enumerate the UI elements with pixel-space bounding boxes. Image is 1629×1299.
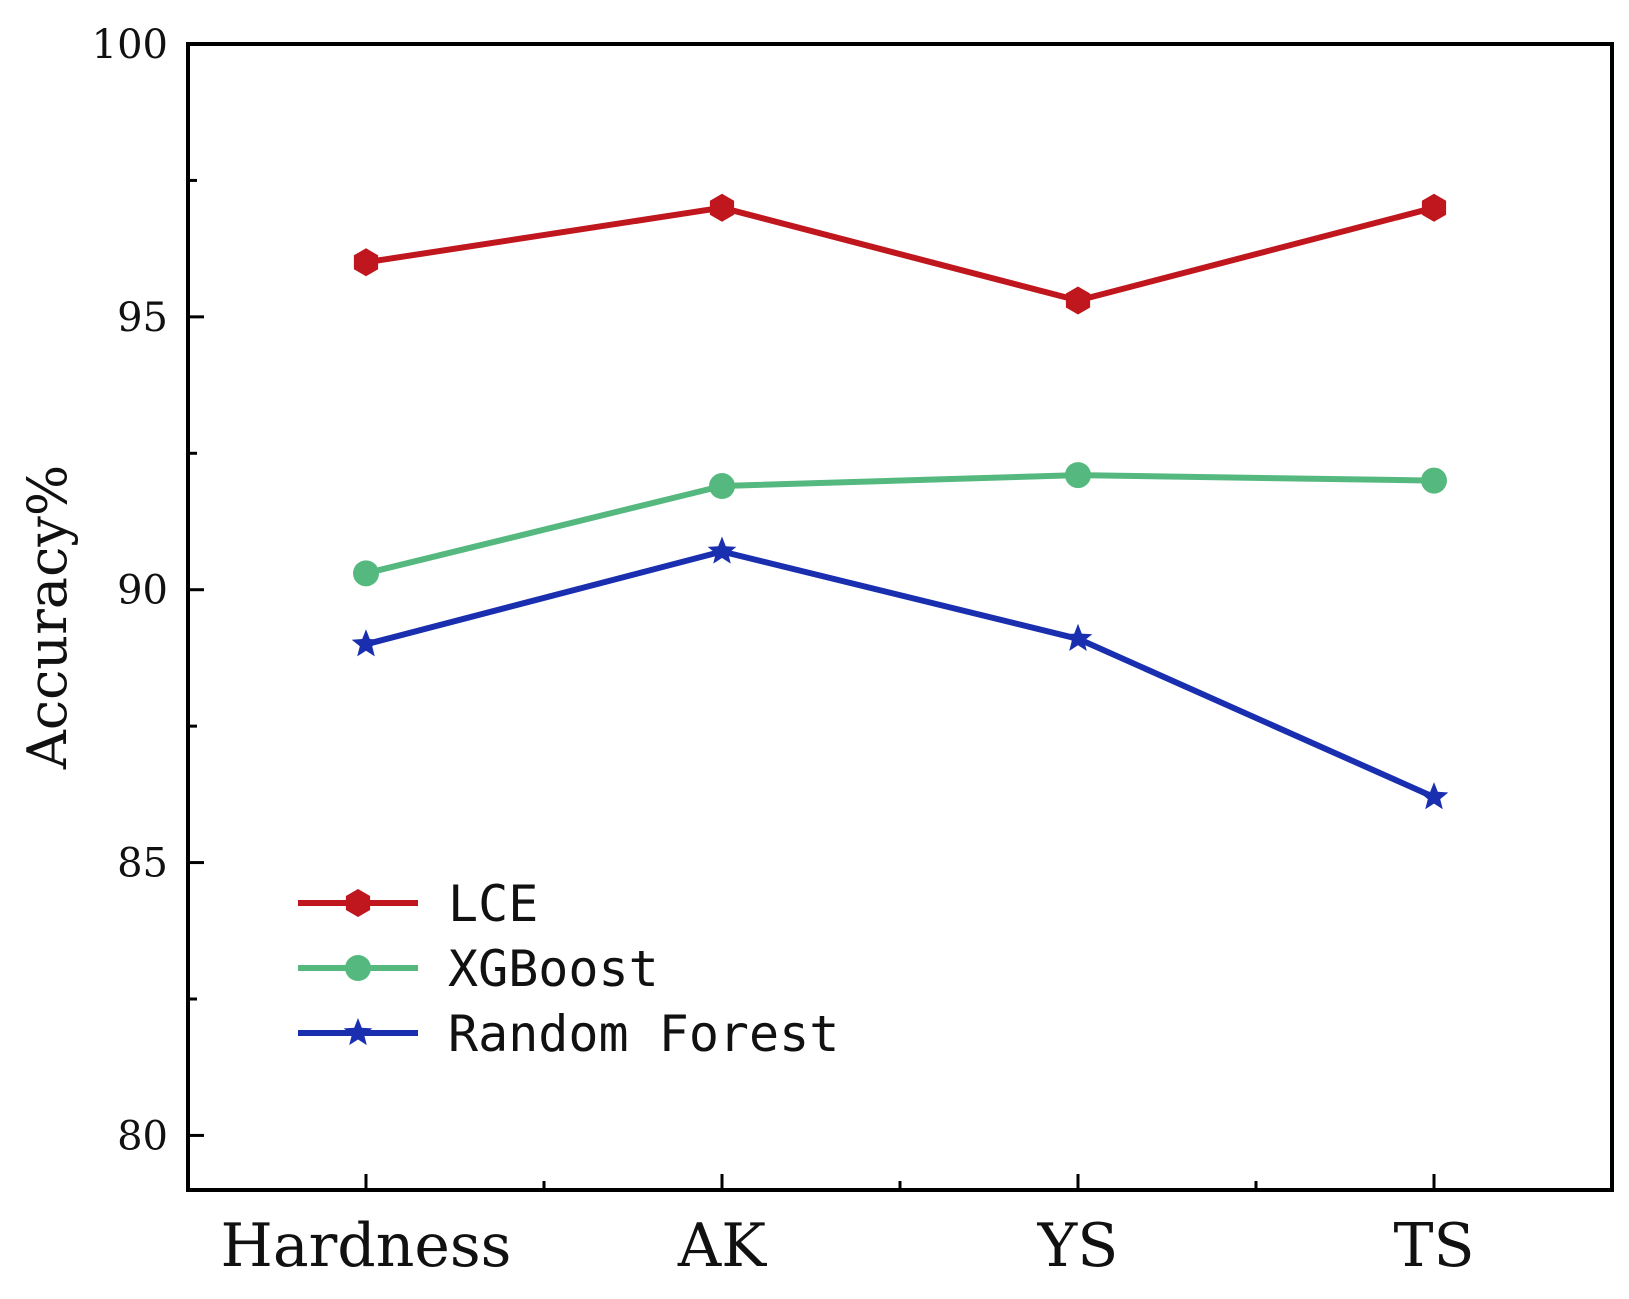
series-xgboost — [353, 462, 1447, 587]
x-tick-label: AK — [677, 1211, 767, 1281]
data-point-hexagon — [345, 889, 371, 917]
legend-label: XGBoost — [448, 940, 659, 998]
y-axis: 80 85 90 95 100 — [92, 22, 204, 1159]
legend-label: LCE — [448, 875, 538, 933]
series-lce — [353, 193, 1447, 315]
data-point-star — [351, 629, 381, 657]
y-tick-label: 80 — [117, 1113, 168, 1159]
y-tick-label: 95 — [117, 295, 168, 341]
data-point-star — [1063, 623, 1093, 651]
data-point-hexagon — [353, 248, 379, 277]
series-line — [365, 472, 1435, 577]
y-tick-label: 90 — [117, 568, 168, 614]
data-point-star — [1419, 782, 1449, 810]
series-line — [365, 548, 1436, 800]
data-point-star — [707, 536, 737, 564]
series-line — [365, 204, 1435, 304]
legend: LCE XGBoost Random Forest — [298, 875, 839, 1063]
data-point-circle — [353, 560, 379, 587]
data-point-circle — [345, 955, 371, 981]
y-axis-label: Accuracy% — [16, 465, 79, 770]
data-point-star — [343, 1018, 373, 1046]
legend-label: Random Forest — [448, 1005, 839, 1063]
legend-item: Random Forest — [298, 1005, 839, 1063]
legend-item: XGBoost — [298, 940, 659, 998]
y-tick-label: 85 — [117, 841, 168, 887]
series-random-forest — [351, 536, 1449, 810]
data-point-circle — [1065, 462, 1091, 489]
x-axis: Hardness AK YS TS — [221, 1174, 1475, 1281]
data-point-hexagon — [1421, 193, 1447, 222]
x-tick-label: Hardness — [221, 1211, 512, 1281]
y-tick-label: 100 — [92, 22, 168, 68]
data-point-hexagon — [1065, 286, 1091, 315]
data-point-circle — [709, 473, 735, 500]
x-tick-label: YS — [1037, 1211, 1119, 1281]
data-point-circle — [1421, 467, 1447, 494]
x-tick-label: TS — [1393, 1211, 1474, 1281]
legend-item: LCE — [298, 875, 538, 933]
series-layer — [351, 193, 1449, 810]
data-point-hexagon — [709, 193, 735, 222]
